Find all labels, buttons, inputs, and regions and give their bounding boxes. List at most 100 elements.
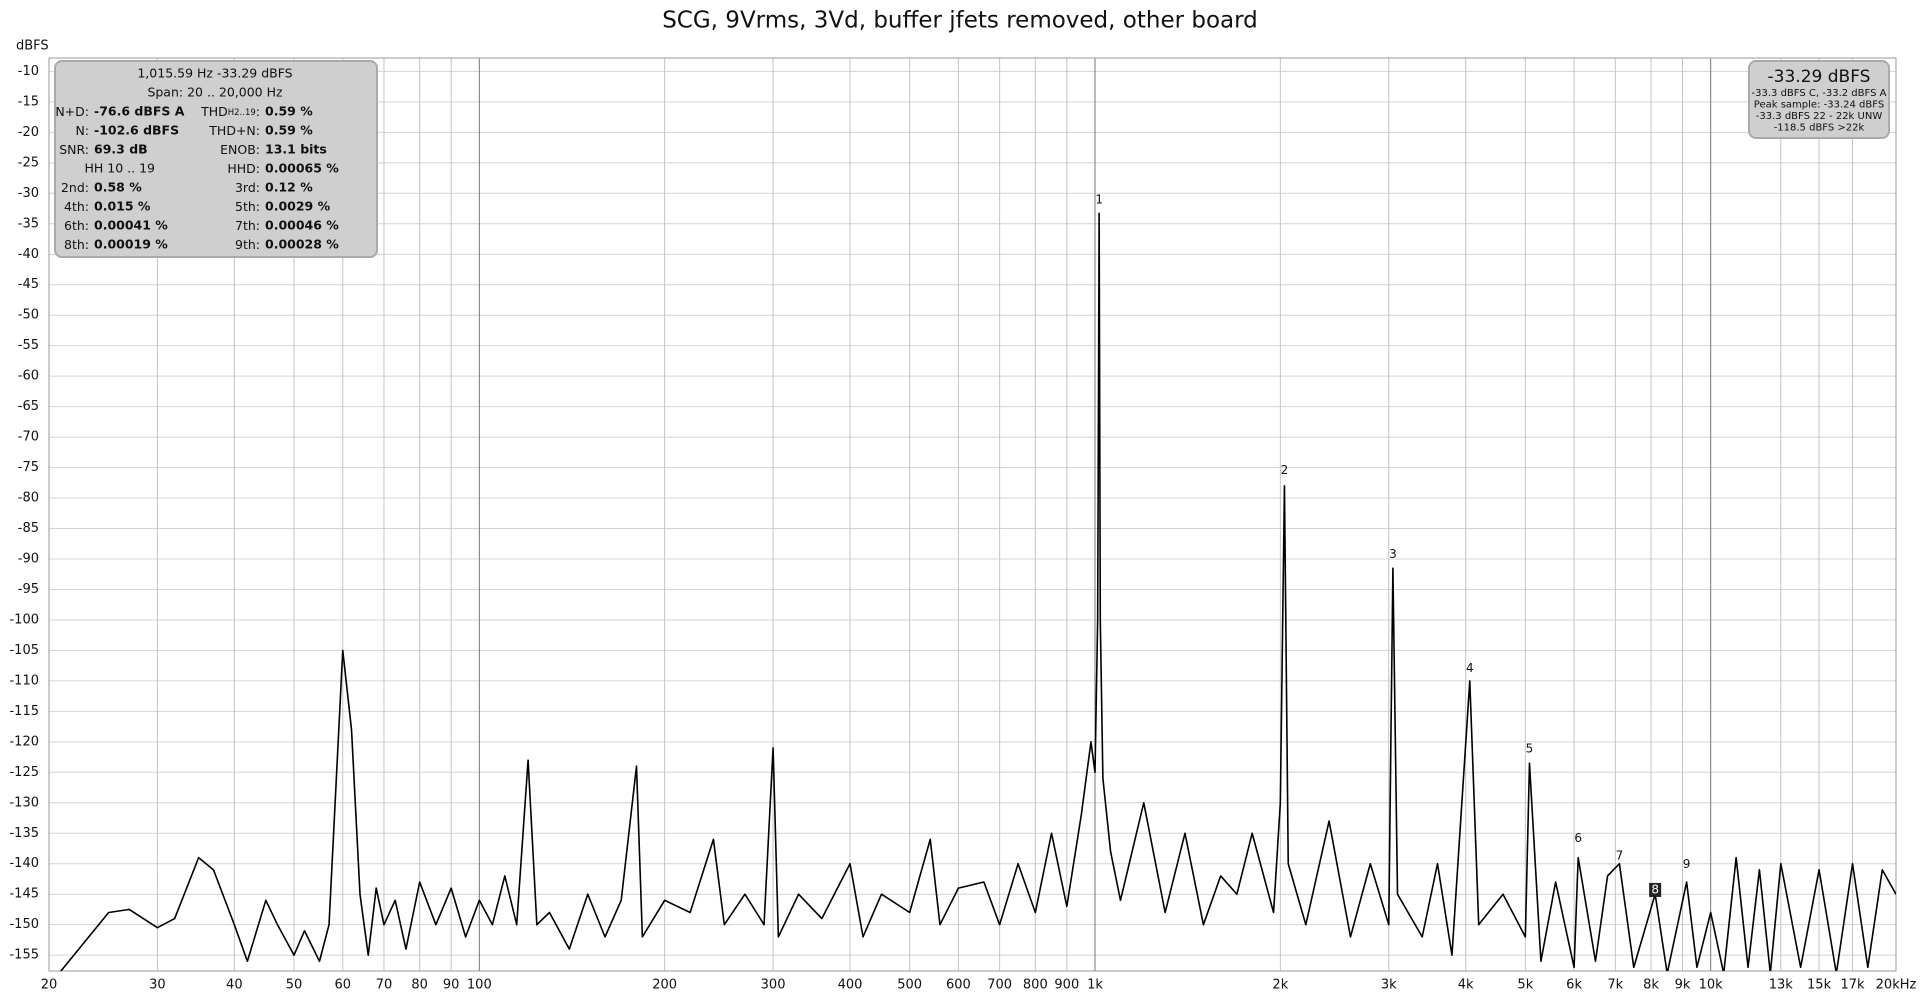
harmonic-marker-box bbox=[1649, 882, 1662, 897]
x-tick-label: 200 bbox=[652, 978, 677, 993]
harmonic-marker: 8 bbox=[1651, 882, 1659, 896]
y-tick-label: -70 bbox=[18, 430, 39, 445]
info-label: HHD: bbox=[227, 161, 260, 176]
info-label-label: ENOB: bbox=[220, 142, 260, 157]
info-label-suffix: : bbox=[256, 104, 260, 119]
annotations: 1 2 3 4 5 6 7 8 9 bbox=[1095, 193, 1690, 897]
x-tick-label: 80 bbox=[411, 978, 428, 993]
info-value: 0.0029 % bbox=[265, 199, 331, 214]
level-line: -118.5 dBFS >22k bbox=[1774, 123, 1865, 134]
info-value: 0.00028 % bbox=[265, 237, 339, 252]
x-tick-label: 13k bbox=[1769, 978, 1794, 993]
x-tick-label: 50 bbox=[286, 978, 303, 993]
y-tick-label: -80 bbox=[18, 491, 39, 506]
x-tick-label: 2k bbox=[1272, 978, 1288, 993]
info-label-label: SNR: bbox=[59, 142, 89, 157]
info-value: 69.3 dB bbox=[94, 142, 148, 157]
plot-frame bbox=[48, 57, 1897, 972]
info-box bbox=[54, 60, 378, 258]
y-tick-label: -150 bbox=[9, 917, 39, 932]
x-tick-label: 900 bbox=[1054, 978, 1079, 993]
info-label-label: THD bbox=[200, 104, 228, 119]
info-label: ENOB: bbox=[220, 142, 260, 157]
x-tick-label: 9k bbox=[1675, 978, 1691, 993]
x-tick-label: 20 bbox=[41, 978, 58, 993]
x-tick-label: 400 bbox=[838, 978, 863, 993]
level-line: -33.3 dBFS 22 - 22k UNW bbox=[1756, 111, 1883, 122]
level-line: -33.3 dBFS C, -33.2 dBFS A bbox=[1752, 88, 1887, 99]
info-label: THD+N: bbox=[208, 123, 260, 138]
info-value: -76.6 dBFS A bbox=[94, 104, 185, 119]
y-tick-label: -30 bbox=[18, 186, 39, 201]
x-tick-label: 8k bbox=[1643, 978, 1659, 993]
level-main: -33.29 dBFS bbox=[1768, 67, 1871, 87]
info-label: 5th: bbox=[235, 199, 260, 214]
info-label-label: 3rd: bbox=[235, 180, 260, 195]
x-tick-label: 6k bbox=[1566, 978, 1582, 993]
info-value: 0.59 % bbox=[265, 123, 313, 138]
info-value: 13.1 bits bbox=[265, 142, 327, 157]
info-value: 0.00019 % bbox=[94, 237, 168, 252]
info-label: 7th: bbox=[235, 218, 260, 233]
info-label: 2nd: bbox=[61, 180, 89, 195]
info-value: 0.00041 % bbox=[94, 218, 168, 233]
x-tick-label: 90 bbox=[443, 978, 460, 993]
info-label: SNR: bbox=[59, 142, 89, 157]
x-tick-label: 700 bbox=[987, 978, 1012, 993]
info-label-label: 9th: bbox=[235, 237, 260, 252]
y-tick-label: -115 bbox=[9, 704, 39, 719]
x-tick-label: 7k bbox=[1607, 978, 1623, 993]
y-tick-label: -45 bbox=[18, 277, 39, 292]
x-tick-label: 100 bbox=[467, 978, 492, 993]
info-label-label: 7th: bbox=[235, 218, 260, 233]
x-tick-label: 600 bbox=[946, 978, 971, 993]
x-tick-label: 15k bbox=[1807, 978, 1832, 993]
y-tick-label: -110 bbox=[9, 673, 39, 688]
info-label-label: 5th: bbox=[235, 199, 260, 214]
info-label-label: N: bbox=[75, 123, 89, 138]
y-tick-label: -15 bbox=[18, 94, 39, 109]
info-label: 9th: bbox=[235, 237, 260, 252]
y-tick-label: -120 bbox=[9, 734, 39, 749]
y-tick-label: -20 bbox=[18, 125, 39, 140]
plot-area bbox=[59, 212, 1896, 971]
y-tick-label: -10 bbox=[18, 64, 39, 79]
y-axis-label: dBFS bbox=[16, 39, 49, 54]
info-label: 8th: bbox=[64, 237, 89, 252]
x-tick-label: 300 bbox=[761, 978, 786, 993]
x-tick-label: 20kHz bbox=[1876, 978, 1917, 993]
info-label-label: 8th: bbox=[64, 237, 89, 252]
x-tick-label: 1k bbox=[1087, 978, 1103, 993]
info-value: 0.58 % bbox=[94, 180, 142, 195]
y-tick-label: -40 bbox=[18, 247, 39, 262]
info-label-label: 2nd: bbox=[61, 180, 89, 195]
info-label-label: THD+N: bbox=[208, 123, 260, 138]
info-label-label: 6th: bbox=[64, 218, 89, 233]
info-label-label: 4th: bbox=[64, 199, 89, 214]
y-tick-label: -50 bbox=[18, 308, 39, 323]
y-tick-label: -140 bbox=[9, 856, 39, 871]
info-label: 4th: bbox=[64, 199, 89, 214]
x-tick-label: 10k bbox=[1699, 978, 1724, 993]
info-label: N+D: bbox=[55, 104, 89, 119]
y-tick-label: -105 bbox=[9, 643, 39, 658]
info-label: 6th: bbox=[64, 218, 89, 233]
level-line: Peak sample: -33.24 dBFS bbox=[1754, 100, 1884, 111]
info-label-label: N+D: bbox=[55, 104, 89, 119]
x-tick-label: 70 bbox=[376, 978, 393, 993]
x-tick-label: 17k bbox=[1841, 978, 1866, 993]
x-tick-label: 3k bbox=[1381, 978, 1397, 993]
y-tick-label: -145 bbox=[9, 887, 39, 902]
x-tick-label: 4k bbox=[1458, 978, 1474, 993]
info-value: 0.12 % bbox=[265, 180, 313, 195]
y-tick-label: -65 bbox=[18, 399, 39, 414]
x-tick-label: 5k bbox=[1517, 978, 1533, 993]
info-value: 0.015 % bbox=[94, 199, 151, 214]
y-tick-label: -100 bbox=[9, 612, 39, 627]
y-tick-label: -135 bbox=[9, 826, 39, 841]
x-tick-label: 500 bbox=[897, 978, 922, 993]
level-box bbox=[1748, 60, 1890, 139]
y-tick-label: -75 bbox=[18, 460, 39, 475]
harmonic-marker: 9 bbox=[1683, 857, 1691, 871]
